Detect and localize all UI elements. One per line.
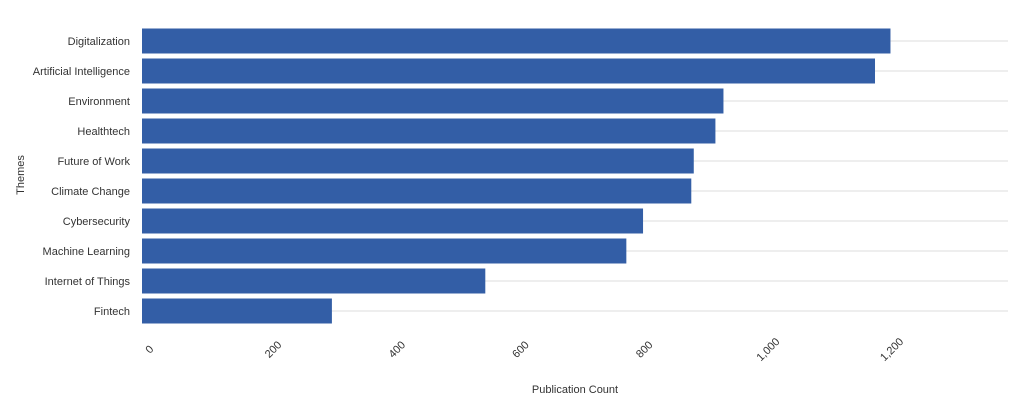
x-tick-label: 600 [510,339,531,360]
category-label: Cybersecurity [63,216,131,228]
x-tick-label: 200 [263,339,284,360]
x-axis-title: Publication Count [532,384,618,396]
category-label: Environment [68,96,130,108]
x-tick-label: 1,000 [754,336,782,364]
bar [142,88,724,114]
y-axis-title: Themes [15,155,27,195]
bar [142,118,716,144]
category-label: Artificial Intelligence [33,66,130,78]
category-label: Climate Change [51,186,130,198]
category-label: Healthtech [77,126,130,138]
bar [142,28,891,54]
category-label: Future of Work [57,156,130,168]
bar [142,298,332,324]
bars [142,28,891,324]
x-tick-labels: 0 200 400 600 800 1,000 1,200 [143,336,906,364]
x-tick-label: 400 [387,339,408,360]
x-tick-label: 1,200 [878,336,906,364]
bar [142,208,644,234]
bar [142,178,692,204]
x-tick-label: 800 [634,339,655,360]
x-tick-label: 0 [143,343,156,356]
category-label: Internet of Things [45,276,131,288]
bar [142,148,694,174]
category-labels: Digitalization Artificial Intelligence Env… [33,36,131,318]
bar [142,268,486,294]
bar [142,238,627,264]
category-label: Machine Learning [43,246,130,258]
category-label: Digitalization [68,36,130,48]
bar [142,58,876,84]
category-label: Fintech [94,306,130,318]
